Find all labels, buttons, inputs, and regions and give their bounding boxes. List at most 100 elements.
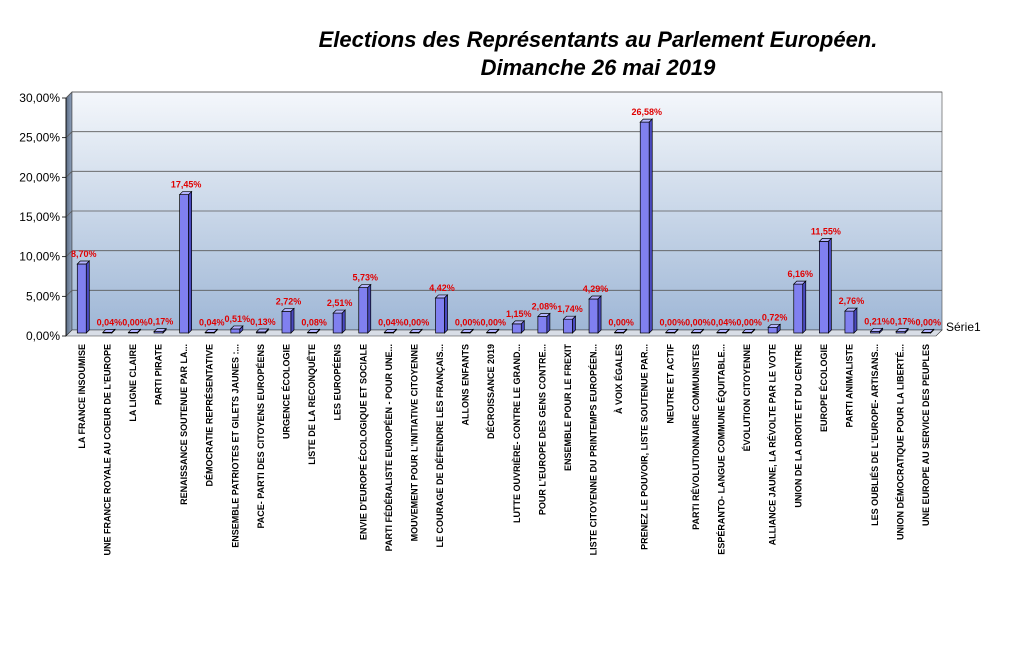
x-tick-label: À VOIX ÉGALES bbox=[614, 344, 624, 414]
x-tick-label: LES EUROPÉENS bbox=[333, 344, 343, 421]
data-label: 0,17% bbox=[148, 317, 174, 327]
data-label: 0,00% bbox=[685, 317, 711, 327]
x-axis: LA FRANCE INSOUMISE UNE FRANCE ROYALE AU … bbox=[77, 344, 931, 556]
x-tick-label: PARTI FÉDÉRALISTE EUROPÉEN - POUR UNE... bbox=[384, 344, 394, 551]
x-tick-label: UNE FRANCE ROYALE AU COEUR DE L'EUROPE bbox=[102, 344, 112, 556]
bar-side bbox=[469, 328, 474, 334]
data-label: 0,51% bbox=[225, 314, 251, 324]
bar-side bbox=[700, 328, 704, 334]
bar-side bbox=[520, 320, 525, 334]
bar-side bbox=[623, 328, 627, 334]
x-tick-label: DÉMOCRATIE REPRÉSENTATIVE bbox=[205, 344, 215, 487]
bar bbox=[76, 260, 91, 334]
x-tick-label: PARTI PIRATE bbox=[154, 344, 164, 405]
x-tick-label: ÉVOLUTION CITOYENNE bbox=[742, 344, 752, 451]
bar-front bbox=[281, 311, 292, 334]
data-label: 0,00% bbox=[608, 317, 634, 327]
x-tick-label: PARTI ANIMALISTE bbox=[844, 344, 854, 428]
x-tick-label: ESPÉRANTO- LANGUE COMMUNE ÉQUITABLE... bbox=[717, 344, 727, 555]
bar bbox=[332, 309, 347, 334]
y-tick-label: 25,00% bbox=[19, 131, 60, 145]
bar-side bbox=[751, 328, 755, 334]
data-label: 0,00% bbox=[915, 317, 941, 327]
data-label: 26,58% bbox=[631, 107, 662, 117]
data-label: 0,00% bbox=[660, 317, 686, 327]
bar bbox=[869, 327, 884, 334]
bar bbox=[818, 237, 833, 334]
bar bbox=[204, 328, 219, 334]
bar bbox=[383, 328, 398, 334]
bar-side bbox=[828, 237, 832, 334]
gridline-side bbox=[65, 250, 73, 257]
bar bbox=[306, 328, 321, 334]
bar-front bbox=[844, 310, 855, 334]
data-label: 4,42% bbox=[429, 283, 455, 293]
data-label: 0,13% bbox=[250, 317, 276, 327]
bar bbox=[741, 328, 756, 334]
x-tick-label: UNION DÉMOCRATIQUE POUR LA LIBERTÉ... bbox=[896, 344, 906, 540]
data-label: 2,72% bbox=[276, 296, 302, 306]
gridline-side bbox=[65, 290, 73, 297]
x-tick-label: LA LIGNE CLAIRE bbox=[128, 344, 138, 422]
bar bbox=[281, 307, 295, 334]
x-tick-label: ALLONS ENFANTS bbox=[461, 344, 471, 426]
bar-front bbox=[563, 318, 573, 334]
bar-side bbox=[393, 328, 397, 334]
data-label: 2,51% bbox=[327, 298, 353, 308]
data-label: 0,08% bbox=[301, 317, 327, 327]
data-label: 4,29% bbox=[583, 284, 609, 294]
bar-side bbox=[239, 325, 244, 334]
bar-front bbox=[358, 287, 369, 334]
data-label: 17,45% bbox=[171, 180, 202, 190]
bar bbox=[562, 315, 577, 334]
bar-front bbox=[639, 121, 650, 334]
data-label: 0,04% bbox=[378, 317, 404, 327]
data-label: 6,16% bbox=[787, 269, 813, 279]
plot-floor bbox=[65, 329, 943, 337]
data-label: 8,70% bbox=[71, 249, 97, 259]
bar-side bbox=[111, 328, 116, 334]
bar-front bbox=[819, 241, 829, 334]
data-label: 0,04% bbox=[711, 317, 737, 327]
x-tick-label: PRENEZ LE POUVOIR, LISTE SOUTENUE PAR... bbox=[640, 344, 650, 550]
x-tick-label: PARTI RÉVOLUTIONNAIRE COMMUNISTES bbox=[691, 344, 701, 530]
x-tick-label: UNE EUROPE AU SERVICE DES PEUPLES bbox=[921, 344, 931, 526]
x-tick-label: LE COURAGE DE DÉFENDRE LES FRANÇAIS... bbox=[435, 344, 445, 548]
bar bbox=[664, 328, 679, 334]
bar-side bbox=[853, 307, 858, 334]
gridline-side bbox=[65, 171, 73, 178]
x-tick-label: DÉCROISSANCE 2019 bbox=[486, 344, 496, 439]
bar-side bbox=[444, 294, 448, 334]
x-tick-label: EUROPE ÉCOLOGIE bbox=[819, 344, 829, 432]
bar bbox=[178, 190, 193, 334]
bar bbox=[357, 283, 372, 334]
data-label: 5,73% bbox=[352, 273, 378, 283]
x-tick-label: PACE- PARTI DES CITOYENS EUROPÉENS bbox=[256, 344, 266, 529]
bar-side bbox=[418, 328, 423, 334]
bar-side bbox=[290, 307, 295, 334]
gridline-side bbox=[65, 131, 73, 138]
x-tick-label: RENAISSANCE SOUTENUE PAR LA... bbox=[179, 344, 189, 505]
bar-side bbox=[879, 327, 883, 334]
data-label: 1,74% bbox=[557, 304, 583, 314]
data-label: 0,00% bbox=[480, 317, 506, 327]
y-axis: 0,00% 5,00% 10,00% 15,00% 20,00% 25,00% 30,00% bbox=[19, 91, 67, 343]
bar-front bbox=[179, 194, 189, 334]
bar bbox=[895, 327, 909, 334]
data-label: 0,00% bbox=[736, 317, 762, 327]
data-label: 0,21% bbox=[864, 316, 890, 326]
bar bbox=[511, 320, 526, 334]
bars-group bbox=[76, 118, 935, 334]
legend-series-label: Série1 bbox=[946, 320, 981, 334]
x-tick-label: ALLIANCE JAUNE, LA RÉVOLTE PAR LE VOTE bbox=[768, 344, 778, 545]
bar bbox=[792, 280, 807, 334]
bar-side bbox=[930, 328, 935, 334]
y-tick-label: 0,00% bbox=[26, 329, 60, 343]
bar-side bbox=[572, 315, 576, 334]
bar bbox=[716, 328, 730, 334]
x-tick-label: MOUVEMENT POUR L'INITIATIVE CITOYENNE bbox=[409, 344, 419, 541]
data-label: 0,72% bbox=[762, 312, 788, 322]
x-tick-label: ENVIE D'EUROPE ÉCOLOGIQUE ET SOCIALE bbox=[358, 344, 368, 540]
x-tick-label: POUR L'EUROPE DES GENS CONTRE... bbox=[537, 344, 547, 515]
